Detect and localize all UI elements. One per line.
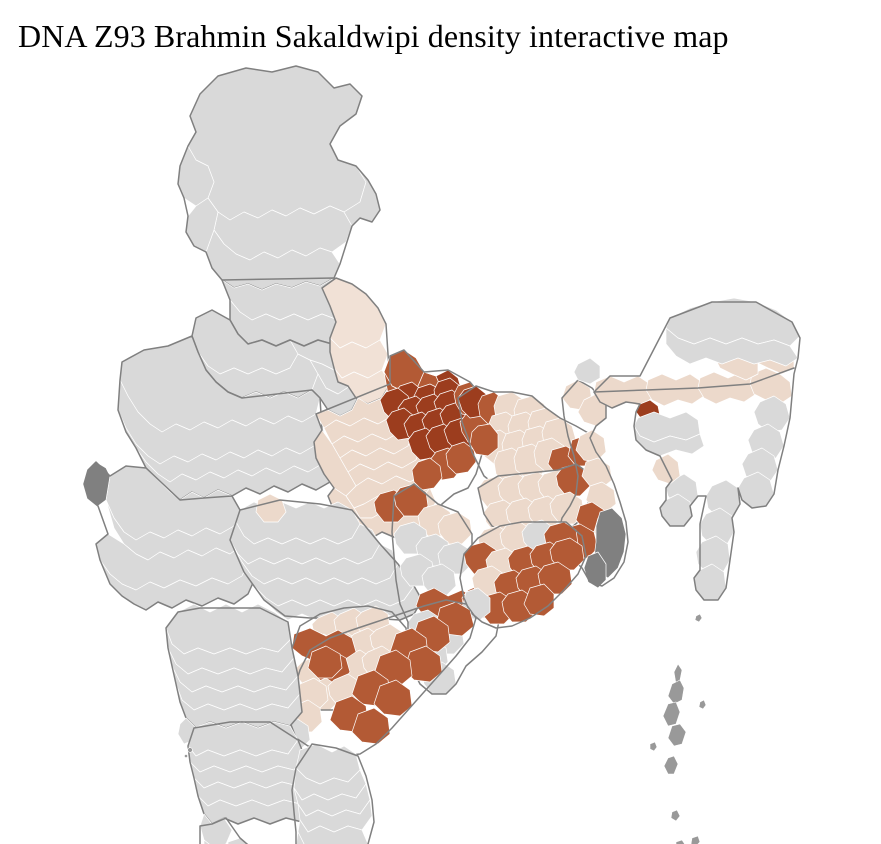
region-andhra-pradesh[interactable] [278, 599, 477, 757]
state-border [593, 301, 801, 601]
island-shape[interactable] [184, 754, 188, 758]
district-shape[interactable] [412, 458, 442, 490]
region-jharkhand[interactable] [477, 463, 593, 537]
district-shape[interactable] [550, 492, 584, 524]
island-shape[interactable] [663, 755, 679, 775]
island-shape[interactable] [675, 839, 686, 844]
island-shape[interactable] [187, 747, 193, 753]
district-shape[interactable] [470, 424, 498, 456]
region-kerala[interactable] [199, 814, 270, 844]
state-border [177, 65, 381, 291]
district-shape[interactable] [574, 358, 600, 384]
district-shape[interactable] [352, 708, 390, 744]
island-shape[interactable] [670, 809, 681, 822]
district-shape[interactable] [256, 494, 286, 522]
district-shape[interactable] [698, 372, 756, 404]
region-lakshadweep[interactable] [184, 747, 193, 758]
map-container[interactable] [0, 56, 881, 844]
district-shape[interactable] [582, 458, 612, 488]
district-shape[interactable] [438, 542, 472, 574]
island-shape[interactable] [667, 679, 685, 705]
district-shape[interactable] [646, 374, 704, 406]
region-maharashtra[interactable] [165, 604, 303, 729]
district-shape[interactable] [524, 584, 554, 616]
district-shape[interactable] [296, 832, 360, 844]
island-shape[interactable] [649, 741, 658, 752]
district-shape[interactable] [298, 820, 368, 844]
region-madhya-pradesh[interactable] [229, 494, 423, 621]
island-shape[interactable] [690, 835, 701, 844]
region-west-bengal[interactable] [557, 379, 629, 588]
island-shape[interactable] [698, 699, 707, 710]
district-shape[interactable] [538, 562, 572, 594]
page-title: DNA Z93 Brahmin Sakaldwipi density inter… [18, 18, 729, 54]
state-border [83, 461, 257, 611]
island-shape[interactable] [694, 613, 703, 623]
district-shape[interactable] [188, 66, 366, 220]
district-shape-excluded[interactable] [584, 552, 606, 588]
state-border [291, 743, 375, 844]
district-shape[interactable] [446, 442, 476, 474]
state-border [593, 367, 795, 393]
state-border [187, 721, 313, 825]
region-andaman-nicobar-islands[interactable] [649, 613, 707, 844]
region-karnataka[interactable] [187, 721, 313, 825]
region-uttarakhand[interactable] [321, 277, 391, 405]
region-odisha[interactable] [459, 520, 587, 629]
island-shape[interactable] [662, 701, 681, 727]
india-choropleth-map[interactable] [0, 56, 881, 844]
district-shape-excluded[interactable] [84, 462, 110, 506]
region-northeast-india[interactable] [574, 298, 801, 601]
district-shape[interactable] [666, 328, 798, 366]
state-border [391, 483, 501, 695]
region-bihar[interactable] [457, 385, 597, 487]
map-base-layer [83, 65, 801, 844]
region-tamil-nadu[interactable] [291, 743, 375, 844]
district-shape[interactable] [750, 368, 792, 404]
region-gujarat[interactable] [83, 461, 257, 611]
district-shape[interactable] [374, 680, 412, 716]
island-shape[interactable] [667, 723, 687, 747]
district-shape[interactable] [754, 396, 790, 432]
district-shape[interactable] [666, 298, 800, 346]
state-border [199, 817, 249, 844]
district-shape[interactable] [308, 646, 342, 678]
region-jammu-kashmir-ladakh[interactable] [177, 65, 381, 291]
state-border [557, 379, 629, 587]
